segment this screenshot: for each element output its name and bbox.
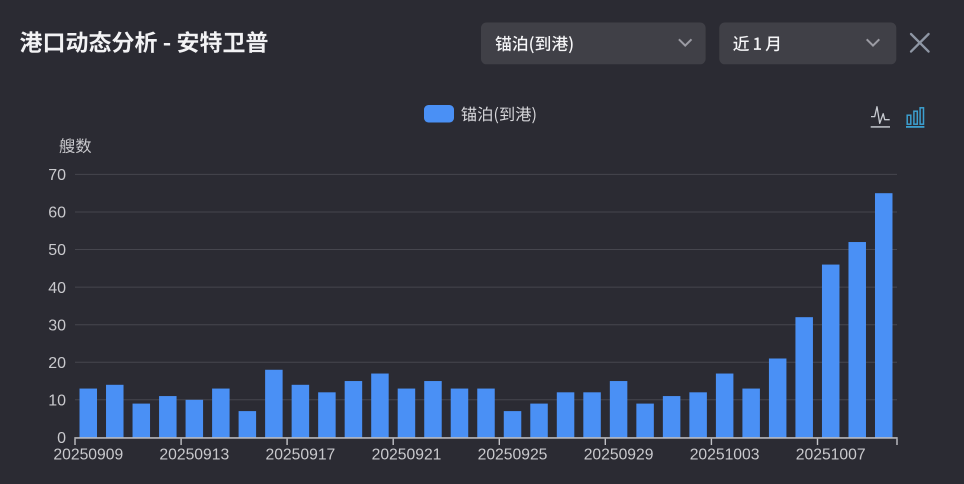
svg-text:60: 60 bbox=[48, 205, 66, 222]
svg-text:20: 20 bbox=[48, 355, 66, 372]
svg-text:20251007: 20251007 bbox=[796, 447, 866, 464]
svg-text:20250925: 20250925 bbox=[478, 447, 548, 464]
svg-text:50: 50 bbox=[48, 242, 66, 259]
svg-text:0: 0 bbox=[57, 430, 66, 447]
svg-text:40: 40 bbox=[48, 280, 66, 297]
svg-text:20250917: 20250917 bbox=[265, 447, 335, 464]
svg-text:10: 10 bbox=[48, 393, 66, 410]
svg-text:70: 70 bbox=[48, 167, 66, 184]
svg-text:30: 30 bbox=[48, 317, 66, 334]
svg-text:20250913: 20250913 bbox=[159, 447, 229, 464]
svg-text:20251003: 20251003 bbox=[690, 447, 760, 464]
svg-text:20250909: 20250909 bbox=[53, 447, 123, 464]
svg-text:20250929: 20250929 bbox=[584, 447, 654, 464]
svg-text:20250921: 20250921 bbox=[372, 447, 442, 464]
